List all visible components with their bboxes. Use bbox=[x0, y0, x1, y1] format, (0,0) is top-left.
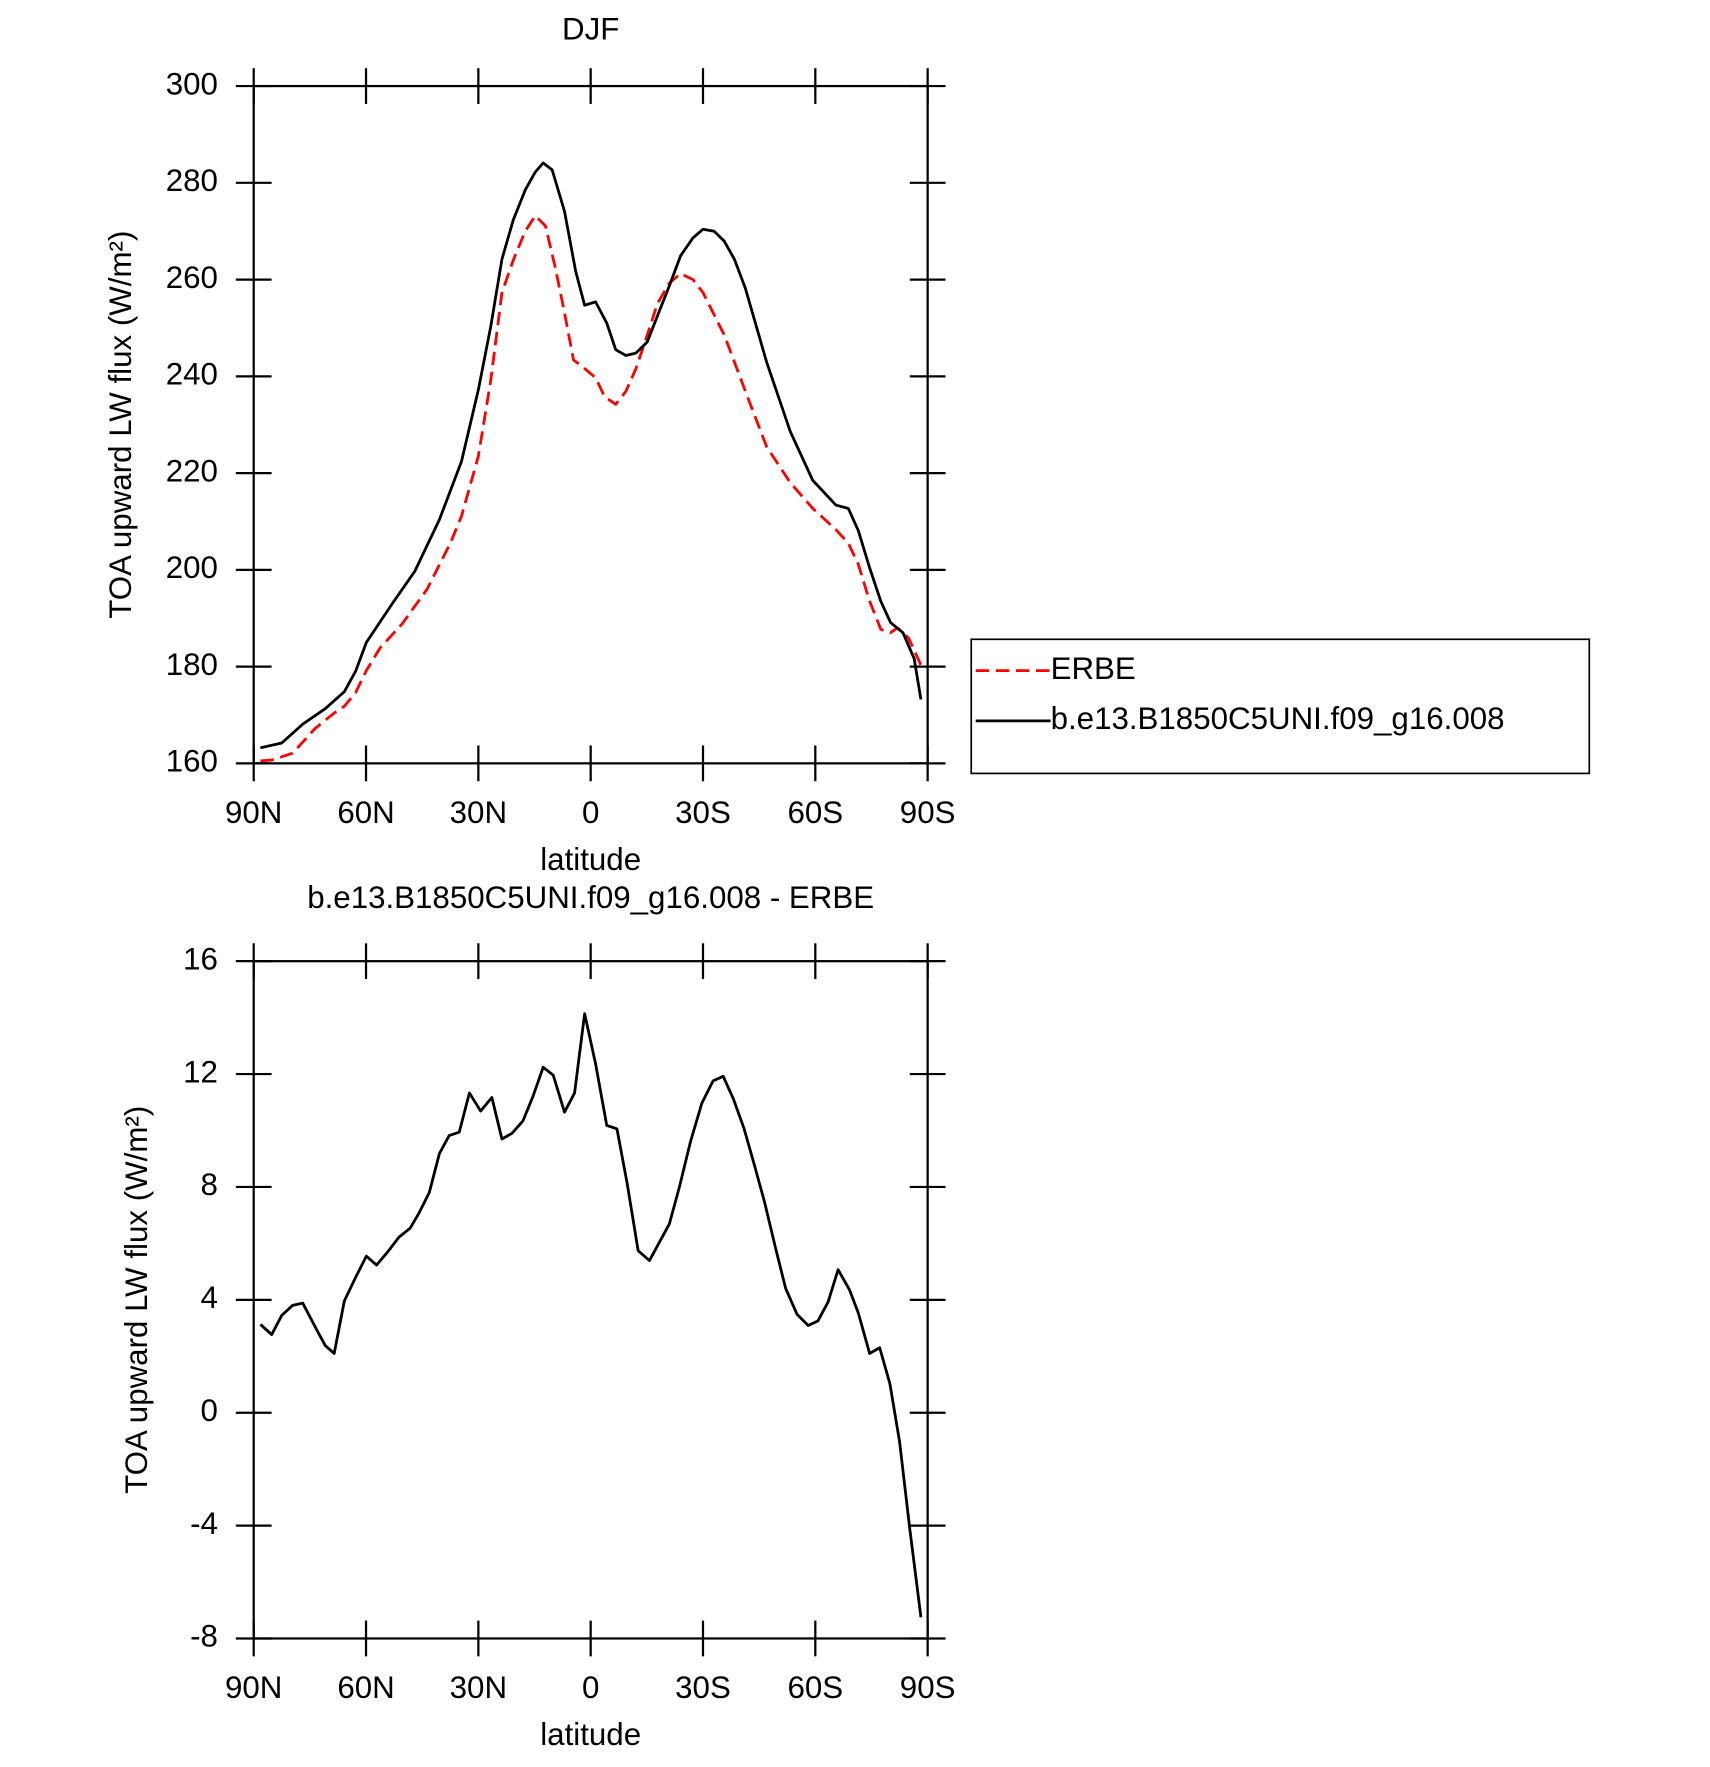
x-tick-label: 30N bbox=[450, 795, 507, 830]
chart-panel: DJF latitude TOA upward LW flux (W/m²) 160 1… bbox=[103, 12, 1591, 877]
data-line bbox=[259, 1012, 923, 1618]
x-tick-label: 90N bbox=[225, 1670, 282, 1705]
y-tick-label: -4 bbox=[190, 1506, 218, 1541]
x-tick-label: 90S bbox=[900, 1670, 956, 1705]
data-line bbox=[260, 161, 923, 750]
x-tick-label: 0 bbox=[582, 795, 599, 830]
y-axis-label: TOA upward LW flux (W/m²) bbox=[119, 1106, 154, 1494]
x-tick-label: 30S bbox=[675, 795, 731, 830]
plot-frame bbox=[252, 960, 929, 1640]
y-tick-label: 16 bbox=[183, 941, 218, 976]
y-tick-label: 180 bbox=[166, 647, 218, 682]
y-tick-label: -8 bbox=[190, 1619, 218, 1654]
legend-label: b.e13.B1850C5UNI.f09_g16.008 bbox=[1051, 701, 1505, 736]
y-tick-label: 12 bbox=[183, 1054, 218, 1089]
x-tick-label: 30S bbox=[675, 1670, 731, 1705]
x-tick-label: 30N bbox=[450, 1670, 507, 1705]
x-tick-label: 90N bbox=[225, 795, 282, 830]
y-tick-label: 260 bbox=[166, 260, 218, 295]
chart-title: DJF bbox=[562, 12, 619, 47]
y-axis-label: TOA upward LW flux (W/m²) bbox=[103, 231, 138, 619]
plot-frame bbox=[252, 84, 929, 765]
y-tick-label: 200 bbox=[166, 550, 218, 585]
y-tick-label: 240 bbox=[166, 357, 218, 392]
x-tick-label: 60S bbox=[787, 1670, 843, 1705]
y-tick-label: 300 bbox=[166, 66, 218, 101]
y-tick-label: 0 bbox=[201, 1393, 218, 1428]
chart-title: b.e13.B1850C5UNI.f09_g16.008 - ERBE bbox=[307, 880, 874, 915]
x-tick-label: 60S bbox=[787, 795, 843, 830]
y-tick-label: 8 bbox=[201, 1167, 218, 1202]
legend-box bbox=[970, 638, 1591, 775]
y-tick-label: 280 bbox=[166, 163, 218, 198]
data-line bbox=[260, 214, 923, 763]
x-tick-label: 60N bbox=[337, 795, 394, 830]
chart-panel: b.e13.B1850C5UNI.f09_g16.008 - ERBE latit… bbox=[119, 880, 956, 1752]
x-axis-label: latitude bbox=[540, 842, 641, 877]
x-axis-label: latitude bbox=[540, 1717, 641, 1752]
x-tick-label: 0 bbox=[582, 1670, 599, 1705]
x-tick-label: 90S bbox=[900, 795, 956, 830]
y-tick-label: 220 bbox=[166, 453, 218, 488]
y-tick-label: 4 bbox=[201, 1280, 218, 1315]
legend-label: ERBE bbox=[1051, 651, 1136, 686]
y-tick-label: 160 bbox=[166, 744, 218, 779]
x-tick-label: 60N bbox=[337, 1670, 394, 1705]
